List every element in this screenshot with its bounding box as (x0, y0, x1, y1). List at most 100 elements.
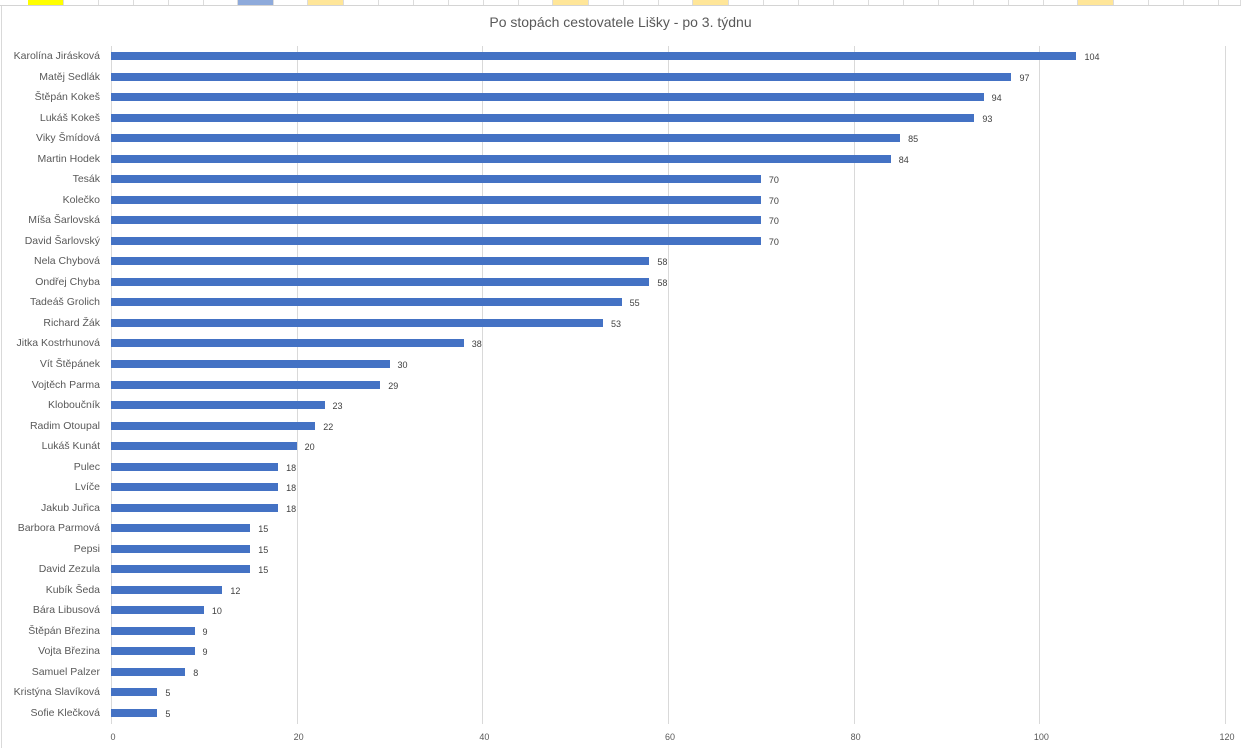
bar[interactable] (111, 380, 381, 389)
category-label: Matěj Sedlák (39, 70, 100, 83)
bar[interactable] (111, 647, 195, 656)
spreadsheet-cell[interactable] (379, 0, 414, 5)
category-label: Richard Žák (43, 316, 100, 329)
spreadsheet-cell[interactable] (764, 0, 799, 5)
bar[interactable] (111, 257, 650, 266)
bar[interactable] (111, 626, 195, 635)
bar[interactable] (111, 236, 761, 245)
bar[interactable] (111, 318, 604, 327)
category-label: Viky Šmídová (36, 132, 100, 145)
bar[interactable] (111, 401, 325, 410)
spreadsheet-cell[interactable] (1114, 0, 1149, 5)
data-label: 38 (471, 339, 482, 350)
chart-title: Po stopách cestovatele Lišky - po 3. týd… (489, 14, 752, 30)
spreadsheet-cell[interactable] (1078, 0, 1114, 5)
spreadsheet-column-strip (0, 0, 1241, 6)
category-label: Štěpán Kokeš (34, 91, 100, 104)
spreadsheet-cell[interactable] (204, 0, 238, 5)
bar[interactable] (111, 154, 891, 163)
data-label: 70 (768, 175, 779, 186)
category-label: Lukáš Kokeš (39, 111, 100, 124)
data-label: 9 (202, 647, 208, 658)
bar[interactable] (111, 606, 204, 615)
spreadsheet-cell[interactable] (1009, 0, 1044, 5)
category-label: Vojta Březina (38, 645, 100, 658)
spreadsheet-cell[interactable] (484, 0, 519, 5)
spreadsheet-cell[interactable] (414, 0, 449, 5)
spreadsheet-cell[interactable] (28, 0, 64, 5)
spreadsheet-cell[interactable] (1149, 0, 1184, 5)
bar[interactable] (111, 585, 223, 594)
spreadsheet-cell[interactable] (693, 0, 729, 5)
spreadsheet-cell[interactable] (799, 0, 834, 5)
bar[interactable] (111, 544, 251, 553)
data-label: 23 (332, 401, 343, 412)
bar[interactable] (111, 72, 1012, 81)
category-label: Karolína Jirásková (13, 50, 100, 62)
spreadsheet-cell[interactable] (64, 0, 99, 5)
spreadsheet-cell[interactable] (589, 0, 624, 5)
bar[interactable] (111, 195, 761, 204)
spreadsheet-cell[interactable] (659, 0, 693, 5)
bar[interactable] (111, 483, 279, 492)
spreadsheet-cell[interactable] (1184, 0, 1219, 5)
spreadsheet-cell[interactable] (344, 0, 379, 5)
data-label: 55 (629, 298, 640, 309)
spreadsheet-cell[interactable] (729, 0, 764, 5)
data-label: 70 (768, 195, 779, 206)
bar[interactable] (111, 134, 901, 143)
spreadsheet-cell[interactable] (904, 0, 939, 5)
spreadsheet-cell[interactable] (553, 0, 589, 5)
bar[interactable] (111, 339, 464, 348)
data-label: 5 (165, 709, 171, 719)
bar[interactable] (111, 421, 316, 430)
x-tick-label: 60 (664, 732, 675, 742)
data-label: 97 (1019, 72, 1030, 83)
spreadsheet-cell[interactable] (1044, 0, 1078, 5)
bar[interactable] (111, 503, 279, 512)
spreadsheet-cell[interactable] (449, 0, 484, 5)
category-label: Martin Hodek (37, 152, 100, 165)
bar[interactable] (111, 709, 158, 717)
spreadsheet-cell[interactable] (1219, 0, 1241, 5)
x-tick-label: 0 (110, 732, 116, 742)
spreadsheet-cell[interactable] (834, 0, 869, 5)
data-label: 85 (908, 134, 919, 145)
data-label: 18 (286, 462, 297, 473)
bar[interactable] (111, 359, 390, 368)
category-label: Pulec (73, 460, 100, 473)
category-label: Kolečko (62, 193, 100, 206)
spreadsheet-cell[interactable] (238, 0, 274, 5)
gridline (482, 46, 484, 724)
spreadsheet-cell[interactable] (274, 0, 308, 5)
category-label: David Šarlovský (24, 234, 100, 247)
bar[interactable] (111, 442, 297, 451)
bar[interactable] (111, 216, 761, 225)
spreadsheet-cell[interactable] (99, 0, 134, 5)
category-label: Vojtěch Parma (31, 378, 100, 391)
bar[interactable] (111, 113, 975, 122)
spreadsheet-cell[interactable] (308, 0, 344, 5)
bar[interactable] (111, 93, 984, 102)
gridline (1225, 46, 1226, 724)
data-label: 18 (286, 483, 297, 494)
spreadsheet-cell[interactable] (169, 0, 204, 5)
bar[interactable] (111, 565, 251, 574)
bar[interactable] (111, 298, 622, 307)
bar[interactable] (111, 524, 251, 533)
spreadsheet-cell[interactable] (974, 0, 1009, 5)
bar[interactable] (111, 52, 1077, 60)
spreadsheet-cell[interactable] (519, 0, 553, 5)
bar[interactable] (111, 175, 761, 184)
spreadsheet-cell[interactable] (624, 0, 659, 5)
x-tick-label: 40 (479, 732, 490, 742)
spreadsheet-cell[interactable] (869, 0, 904, 5)
bar[interactable] (111, 688, 158, 697)
spreadsheet-cell[interactable] (134, 0, 169, 5)
category-label: Vít Štěpánek (39, 357, 100, 370)
bar[interactable] (111, 667, 186, 676)
chart-area[interactable] (1, 6, 1240, 748)
bar[interactable] (111, 277, 650, 286)
spreadsheet-cell[interactable] (939, 0, 974, 5)
bar[interactable] (111, 462, 279, 471)
